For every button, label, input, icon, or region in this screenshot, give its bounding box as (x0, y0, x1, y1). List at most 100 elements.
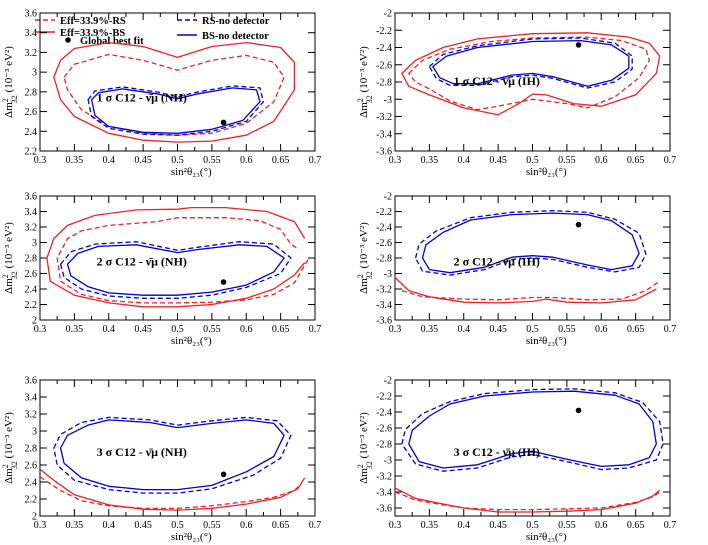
panel-4-xtick-label: 0.6 (595, 324, 608, 335)
panel-1-xlabel: sin²θ₂₃(°) (171, 166, 212, 178)
panel-2-ylabel-unit: (10⁻³ eV²) (358, 46, 370, 95)
panel-3-ylabel-unit: (10⁻³ eV²) (3, 222, 15, 271)
panel-2-ylabel-sub: 32 (365, 95, 374, 103)
panel-2-xtick-label: 0.65 (627, 155, 645, 166)
panel-5-series (40, 417, 305, 510)
panel-2-ytick-label: -3.6 (376, 147, 392, 158)
panel-5-ytick-label: 3.2 (25, 410, 38, 421)
panel-4-ytick-label: -2.6 (376, 238, 392, 249)
panel-1-xtick-label: 0.5 (171, 155, 184, 166)
panel-4-ylabel-unit: (10⁻³ eV²) (358, 222, 370, 271)
panel-5-ytick-label: 3.4 (25, 393, 38, 404)
panel-5-ytick-label: 2.8 (25, 444, 38, 455)
panel-3-ylabel-sup: 2 (1, 274, 10, 278)
panel-4-best-fit-point (576, 222, 582, 228)
panel-3-ytick-label: 2 (32, 316, 37, 327)
panel-4-contour-eff-33-9-rs (402, 281, 660, 300)
panel-6-xtick-label: 0.35 (421, 520, 439, 531)
panel-3-ytick-label: 3.6 (25, 192, 38, 203)
panel-6-ylabel-unit: (10⁻³ eV²) (358, 412, 370, 461)
panel-5-xtick-label: 0.55 (203, 520, 221, 531)
panel-3-xtick-label: 0.55 (203, 324, 221, 335)
panel-3: 0.3 0.35 0.4 0.45 0.5 0.55 0.6 0.65 0.7 2 2.2 2.4 2.… (1, 192, 322, 348)
panel-1-best-fit-point (221, 120, 227, 126)
panel-5-xtick-label: 0.35 (66, 520, 84, 531)
panel-4-ytick-label: -2 (384, 192, 392, 203)
panel-5-ytick-label: 2 (32, 512, 37, 523)
panel-5-ytick-label: 3 (32, 427, 37, 438)
panel-6-ytick-label: -3.6 (376, 504, 392, 515)
panel-4-ytick-label: -2.4 (376, 223, 392, 234)
panel-1-ytick-label: 3 (32, 68, 37, 79)
panel-3-xtick-label: 0.65 (272, 324, 290, 335)
panel-2-xtick-label: 0.35 (421, 155, 439, 166)
panel-5-best-fit-point (221, 472, 227, 478)
panel-6: 0.3 0.35 0.4 0.45 0.5 0.55 0.6 0.65 0.7 -3.6 -3.4 -… (356, 376, 677, 544)
panel-1-ylabel-sub: 32 (10, 95, 19, 103)
panel-6-ytick-label: -2.4 (376, 408, 392, 419)
panel-1-xtick-label: 0.65 (272, 155, 290, 166)
panel-2-ytick-label: -2.2 (376, 26, 392, 37)
panel-5-xtick-label: 0.6 (240, 520, 253, 531)
panel-1-xtick-label: 0.6 (240, 155, 253, 166)
panel-1-ylabel: Δm232 (10⁻³ eV²) (1, 46, 19, 118)
panel-2-ytick-label: -3 (384, 95, 392, 106)
panel-2-ytick-label: -2.4 (376, 43, 392, 54)
panel-3-contour-rs-no-detector (61, 242, 291, 299)
panel-6-best-fit-point (576, 408, 582, 414)
panel-6-ylabel: Δm232 (10⁻³ eV²) (356, 412, 374, 484)
panel-1-xtick-label: 0.7 (309, 155, 322, 166)
legend-label-bs-nodet: BS-no detector (202, 31, 269, 42)
panel-5-xtick-label: 0.4 (103, 520, 116, 531)
panel-1-xtick-label: 0.4 (103, 155, 116, 166)
panel-2-xtick-label: 0.6 (595, 155, 608, 166)
panel-2-ylabel-sup: 2 (356, 98, 365, 102)
panel-1-ytick-label: 2.2 (25, 147, 38, 158)
panel-6-ytick-label: -2 (384, 376, 392, 387)
panel-2-ytick-label: -2.6 (376, 60, 392, 71)
panel-4-xtick-label: 0.4 (458, 324, 471, 335)
panel-4: 0.3 0.35 0.4 0.45 0.5 0.55 0.6 0.65 0.7-3.6-3.4-… (356, 192, 677, 348)
panel-2-xtick-label: 0.5 (526, 155, 539, 166)
panel-3-ytick-label: 2.6 (25, 269, 38, 280)
panel-3-xtick-label: 0.45 (134, 324, 152, 335)
panel-6-xtick-label: 0.45 (489, 520, 507, 531)
panel-5-xtick-label: 0.45 (134, 520, 152, 531)
panel-3-ytick-label: 3.2 (25, 223, 38, 234)
panel-2-xtick-label: 0.45 (489, 155, 507, 166)
panel-6-xtick-label: 0.65 (627, 520, 645, 531)
panel-3-ytick-label: 2.8 (25, 254, 38, 265)
panel-2: 0.3 0.35 0.4 0.45 0.5 0.55 0.6 0.65 0.7 -3.6 -3.4 -… (356, 9, 677, 179)
panel-1-ytick-label: 2.6 (25, 107, 38, 118)
panel-2-xtick-label: 0.55 (558, 155, 576, 166)
panel-4-xtick-label: 0.5 (526, 324, 539, 335)
panel-6-xtick-label: 0.3 (389, 520, 402, 531)
panel-2-ylabel: Δm232 (10⁻³ eV²) (356, 46, 374, 118)
panel-6-xtick-label: 0.7 (664, 520, 677, 531)
panel-4-ytick-label: -3 (384, 269, 392, 280)
panel-6-ytick-label: -3.2 (376, 472, 392, 483)
panel-3-ylabel-sub: 32 (10, 271, 19, 279)
panel-6-contour-eff-33-9-rs (395, 492, 660, 510)
panel-6-contour-eff-33-9-bs (395, 488, 660, 512)
panel-4-xtick-label: 0.35 (421, 324, 439, 335)
panel-5-annotation: 3 σ C12 - ν̄μ (NH) (97, 445, 187, 459)
panel-6-ytick-label: -3 (384, 456, 392, 467)
panel-1-ytick-label: 3.6 (25, 9, 38, 20)
panel-6-ytick-label: -2.6 (376, 424, 392, 435)
panel-5-xtick-label: 0.5 (171, 520, 184, 531)
panel-5-xtick-label: 0.65 (272, 520, 290, 531)
panel-6-xtick-label: 0.55 (558, 520, 576, 531)
panel-3-xtick-label: 0.7 (309, 324, 322, 335)
panel-5-xlabel: sin²θ₂₃(°) (171, 531, 212, 543)
panel-4-ytick-label: -2.8 (376, 254, 392, 265)
panel-2-ytick-label: -3.4 (376, 129, 392, 140)
panel-1-ytick-label: 2.8 (25, 87, 38, 98)
panel-2-xtick-label: 0.4 (458, 155, 471, 166)
legend-swatch-best-fit (65, 37, 71, 43)
panel-5: 0.3 0.35 0.4 0.45 0.5 0.55 0.6 0.65 0.7 2 2.2 2.4 2.… (1, 376, 322, 544)
panel-6-xtick-label: 0.6 (595, 520, 608, 531)
panel-5-ylabel-unit: (10⁻³ eV²) (3, 412, 15, 461)
panel-2-ytick-label: -3.2 (376, 112, 392, 123)
panel-3-ylabel: Δm232 (10⁻³ eV²) (1, 222, 19, 294)
